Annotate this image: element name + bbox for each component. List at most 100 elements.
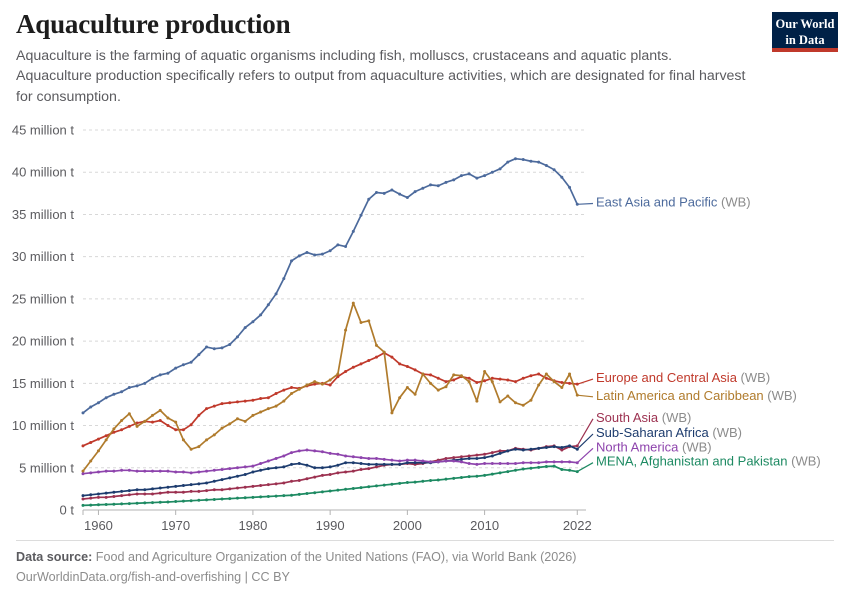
data-point[interactable] — [282, 454, 286, 458]
data-point[interactable] — [475, 456, 479, 460]
data-point[interactable] — [444, 385, 448, 389]
data-point[interactable] — [413, 190, 417, 194]
data-point[interactable] — [359, 321, 363, 325]
data-point[interactable] — [336, 372, 340, 376]
data-point[interactable] — [135, 492, 139, 496]
data-point[interactable] — [490, 380, 494, 384]
data-point[interactable] — [336, 243, 340, 247]
data-point[interactable] — [328, 383, 332, 387]
data-point[interactable] — [259, 468, 263, 472]
data-point[interactable] — [313, 475, 317, 479]
series-0[interactable] — [81, 157, 579, 415]
data-point[interactable] — [197, 489, 201, 493]
data-point[interactable] — [228, 342, 232, 346]
data-point[interactable] — [127, 424, 131, 428]
data-point[interactable] — [96, 495, 100, 499]
data-point[interactable] — [552, 460, 556, 464]
data-point[interactable] — [405, 196, 409, 200]
data-point[interactable] — [212, 488, 216, 492]
data-point[interactable] — [521, 376, 525, 380]
data-point[interactable] — [297, 387, 301, 391]
data-point[interactable] — [405, 481, 409, 485]
series-6[interactable] — [81, 464, 579, 507]
data-point[interactable] — [513, 401, 517, 405]
data-point[interactable] — [429, 478, 433, 482]
data-point[interactable] — [174, 470, 178, 474]
data-point[interactable] — [359, 462, 363, 466]
data-point[interactable] — [560, 446, 564, 450]
data-point[interactable] — [259, 410, 263, 414]
data-point[interactable] — [189, 483, 193, 487]
data-point[interactable] — [166, 424, 170, 428]
legend-label-4[interactable]: Sub-Saharan Africa (WB) — [596, 425, 742, 440]
data-point[interactable] — [89, 459, 93, 463]
data-point[interactable] — [351, 365, 355, 369]
data-point[interactable] — [513, 447, 517, 451]
data-point[interactable] — [413, 392, 417, 396]
data-point[interactable] — [498, 449, 502, 453]
data-point[interactable] — [89, 493, 93, 497]
data-point[interactable] — [89, 440, 93, 444]
data-point[interactable] — [174, 490, 178, 494]
data-point[interactable] — [359, 486, 363, 490]
legend-label-3[interactable]: South Asia (WB) — [596, 410, 691, 425]
data-point[interactable] — [81, 494, 85, 498]
data-point[interactable] — [251, 398, 255, 402]
data-point[interactable] — [313, 466, 317, 470]
data-point[interactable] — [259, 484, 263, 488]
data-point[interactable] — [390, 462, 394, 466]
data-point[interactable] — [81, 411, 85, 415]
data-point[interactable] — [490, 472, 494, 476]
data-point[interactable] — [544, 163, 548, 167]
data-point[interactable] — [235, 417, 239, 421]
data-point[interactable] — [498, 400, 502, 404]
data-point[interactable] — [212, 497, 216, 501]
data-point[interactable] — [174, 420, 178, 424]
data-point[interactable] — [151, 492, 155, 496]
data-point[interactable] — [135, 424, 139, 428]
data-point[interactable] — [421, 479, 425, 483]
series-2[interactable] — [81, 301, 579, 473]
data-point[interactable] — [560, 460, 564, 464]
data-point[interactable] — [452, 178, 456, 182]
data-point[interactable] — [560, 386, 564, 390]
data-point[interactable] — [228, 401, 232, 405]
data-point[interactable] — [459, 374, 463, 378]
data-point[interactable] — [336, 488, 340, 492]
legend-label-2[interactable]: Latin America and Caribbean (WB) — [596, 388, 797, 403]
data-point[interactable] — [243, 465, 247, 469]
data-point[interactable] — [297, 254, 301, 258]
data-point[interactable] — [344, 245, 348, 249]
data-point[interactable] — [81, 469, 85, 473]
data-point[interactable] — [166, 500, 170, 504]
data-point[interactable] — [529, 398, 533, 402]
data-point[interactable] — [344, 470, 348, 474]
data-point[interactable] — [282, 494, 286, 498]
data-point[interactable] — [490, 376, 494, 380]
data-point[interactable] — [220, 346, 224, 350]
data-point[interactable] — [259, 313, 263, 317]
data-point[interactable] — [467, 462, 471, 466]
data-point[interactable] — [235, 496, 239, 500]
data-point[interactable] — [490, 170, 494, 174]
data-point[interactable] — [560, 467, 564, 471]
data-point[interactable] — [506, 378, 510, 382]
data-point[interactable] — [243, 419, 247, 423]
data-point[interactable] — [498, 377, 502, 381]
data-point[interactable] — [344, 454, 348, 458]
data-point[interactable] — [181, 470, 185, 474]
data-point[interactable] — [282, 388, 286, 392]
data-point[interactable] — [290, 259, 294, 263]
data-point[interactable] — [166, 485, 170, 489]
data-point[interactable] — [127, 468, 131, 472]
data-point[interactable] — [220, 467, 224, 471]
data-point[interactable] — [189, 489, 193, 493]
data-point[interactable] — [313, 380, 317, 384]
data-point[interactable] — [96, 449, 100, 453]
data-point[interactable] — [235, 335, 239, 339]
data-point[interactable] — [459, 460, 463, 464]
data-point[interactable] — [143, 381, 147, 385]
data-point[interactable] — [568, 468, 572, 472]
data-point[interactable] — [444, 456, 448, 460]
data-point[interactable] — [274, 404, 278, 408]
